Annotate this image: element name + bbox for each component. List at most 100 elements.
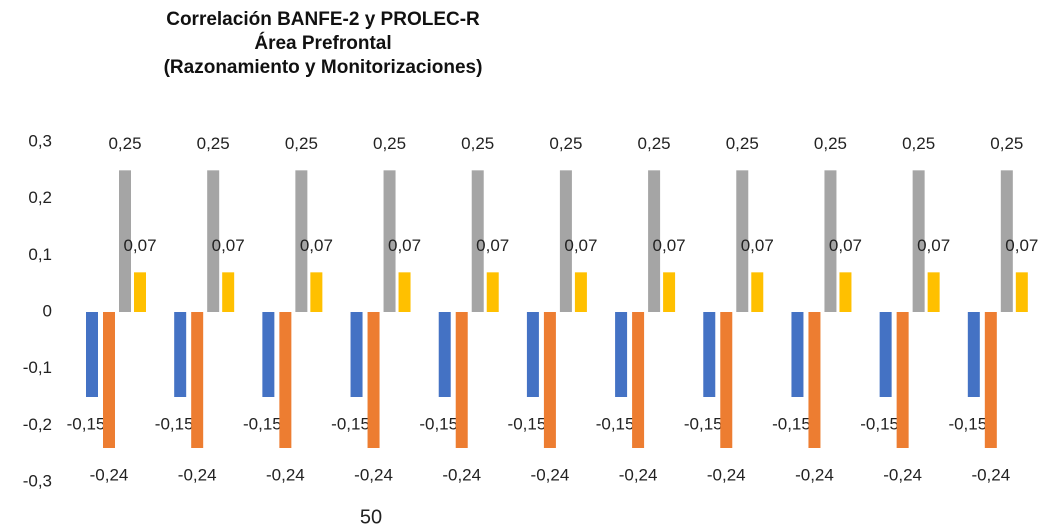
y-tick-label: 0	[43, 301, 52, 320]
bar	[207, 170, 220, 312]
data-label: -0,24	[883, 465, 922, 484]
data-label: -0,24	[531, 465, 570, 484]
bar	[912, 170, 925, 312]
bar	[262, 312, 275, 397]
data-label: 0,25	[197, 134, 230, 153]
y-tick-label: 0,1	[28, 245, 52, 264]
data-label: 0,25	[902, 134, 935, 153]
data-label: -0,24	[795, 465, 834, 484]
data-label: 0,25	[549, 134, 582, 153]
data-label: 0,25	[285, 134, 318, 153]
bar	[967, 312, 980, 397]
chart-title: Área Prefrontal	[254, 32, 391, 54]
data-label: 0,07	[741, 236, 774, 255]
bar	[222, 272, 235, 312]
data-label: 0,25	[638, 134, 671, 153]
bar	[839, 272, 852, 312]
bar	[824, 170, 837, 312]
bar	[486, 272, 499, 312]
data-label: -0,24	[619, 465, 658, 484]
bar	[663, 272, 676, 312]
data-label: -0,24	[442, 465, 481, 484]
chart-title: (Razonamiento y Monitorizaciones)	[164, 57, 483, 78]
data-label: -0,15	[243, 414, 282, 433]
data-label: -0,15	[331, 414, 370, 433]
chart-title: Correlación BANFE-2 y PROLEC-R	[166, 9, 480, 30]
bar	[310, 272, 323, 312]
data-label: 0,07	[476, 236, 509, 255]
data-label: -0,24	[266, 465, 305, 484]
bar	[984, 312, 997, 448]
y-tick-label: 0,2	[28, 188, 52, 207]
data-label: -0,24	[90, 465, 129, 484]
bar	[1000, 170, 1013, 312]
data-label: 0,25	[373, 134, 406, 153]
data-label: 0,07	[829, 236, 862, 255]
data-label: 0,07	[212, 236, 245, 255]
bar	[103, 312, 115, 448]
data-label: -0,15	[508, 414, 547, 433]
y-tick-label: 0,3	[28, 131, 52, 150]
data-label: -0,15	[419, 414, 458, 433]
bar	[295, 170, 308, 312]
bar	[119, 170, 131, 312]
y-tick-label: -0,3	[23, 471, 52, 490]
data-label: 0,07	[564, 236, 597, 255]
data-label: -0,24	[178, 465, 217, 484]
bar	[438, 312, 451, 397]
data-label: -0,15	[772, 414, 811, 433]
bar	[648, 170, 661, 312]
bar	[279, 312, 292, 448]
y-tick-label: -0,2	[23, 415, 52, 434]
data-label: 0,07	[917, 236, 950, 255]
bar	[398, 272, 411, 312]
bar	[615, 312, 628, 397]
bar	[720, 312, 733, 448]
data-label: 0,07	[653, 236, 686, 255]
data-label: 0,07	[388, 236, 421, 255]
bar	[879, 312, 892, 397]
bar	[350, 312, 363, 397]
y-tick-label: -0,1	[23, 358, 52, 377]
bar	[896, 312, 909, 448]
bar	[632, 312, 645, 448]
data-label: -0,15	[948, 414, 987, 433]
data-label: 0,25	[108, 134, 141, 153]
bar	[808, 312, 821, 448]
data-label: 0,25	[814, 134, 847, 153]
bar	[559, 170, 572, 312]
bar	[174, 312, 187, 397]
bar	[927, 272, 940, 312]
data-label: 0,25	[461, 134, 494, 153]
bar	[1015, 272, 1028, 312]
data-label: 0,07	[300, 236, 333, 255]
bar	[383, 170, 396, 312]
bar	[736, 170, 749, 312]
data-label: 0,07	[123, 236, 156, 255]
bar	[751, 272, 764, 312]
bar	[86, 312, 98, 397]
data-label: -0,15	[684, 414, 723, 433]
data-label: -0,24	[971, 465, 1010, 484]
data-label: 0,07	[1005, 236, 1038, 255]
bar	[367, 312, 380, 448]
bar	[471, 170, 484, 312]
bar	[791, 312, 804, 397]
data-label: 0,25	[990, 134, 1023, 153]
data-label: -0,24	[707, 465, 746, 484]
bar	[703, 312, 716, 397]
bar	[543, 312, 556, 448]
data-label: -0,15	[860, 414, 899, 433]
data-label: 0,25	[726, 134, 759, 153]
bar	[455, 312, 468, 448]
page-number: 50	[360, 506, 382, 528]
bar	[134, 272, 146, 312]
data-label: -0,15	[596, 414, 635, 433]
bar	[526, 312, 539, 397]
data-label: -0,15	[155, 414, 194, 433]
bar	[574, 272, 587, 312]
data-label: -0,15	[67, 414, 106, 433]
data-label: -0,24	[354, 465, 393, 484]
bar	[191, 312, 204, 448]
